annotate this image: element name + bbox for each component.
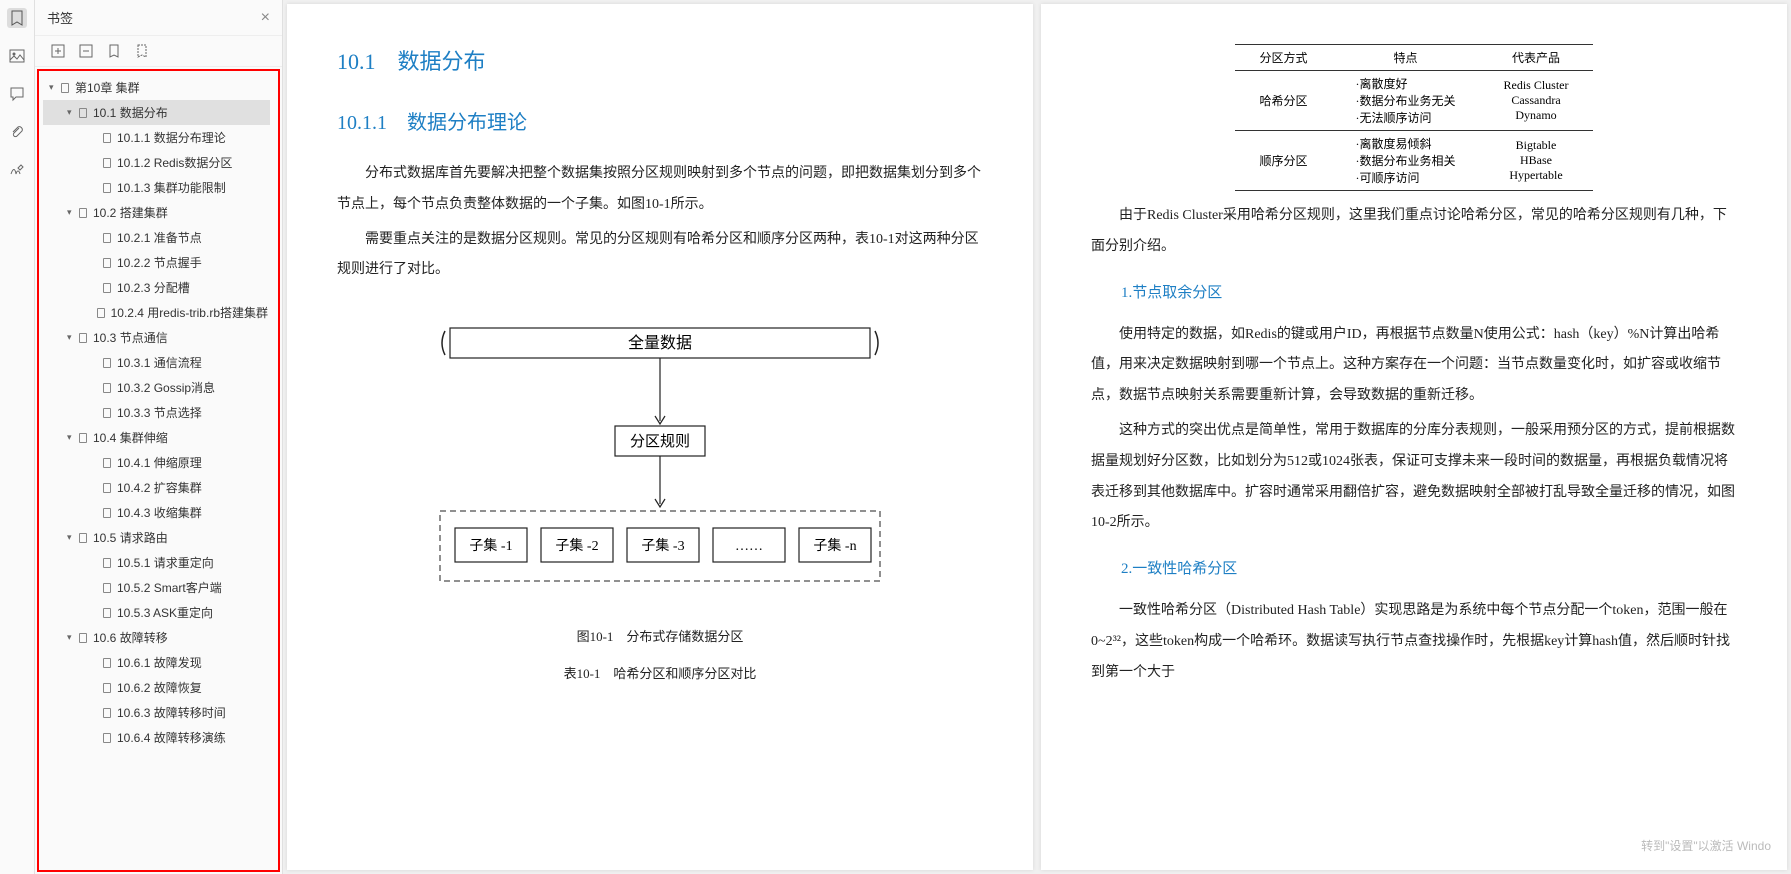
figure-caption: 图10-1 分布式存储数据分区 (337, 626, 983, 645)
svg-text:子集 -2: 子集 -2 (555, 537, 598, 554)
outline-item[interactable]: ▾10.2 搭建集群 (43, 200, 270, 225)
outline-item[interactable]: 10.4.2 扩容集群 (43, 475, 270, 500)
outline-item[interactable]: 10.2.3 分配槽 (43, 275, 270, 300)
outline-item[interactable]: 10.5.2 Smart客户端 (43, 575, 270, 600)
outline-item[interactable]: 10.5.3 ASK重定向 (43, 600, 270, 625)
sidebar-title: 书签 (47, 8, 261, 27)
svg-text:全量数据: 全量数据 (628, 334, 692, 352)
bookmark-icon[interactable] (7, 8, 27, 28)
sub-heading: 1.节点取余分区 (1121, 281, 1737, 302)
sub-heading: 2.一致性哈希分区 (1121, 557, 1737, 578)
outline-item[interactable]: ▾10.4 集群伸缩 (43, 425, 270, 450)
outline-item[interactable]: 10.6.1 故障发现 (43, 650, 270, 675)
outline-item[interactable]: 10.6.2 故障恢复 (43, 675, 270, 700)
bookmarks-sidebar: 书签 × ▾第10章 集群▾10.1 数据分布10.1.1 数据分布理论10.1… (35, 0, 283, 874)
outline-item[interactable]: 10.2.4 用redis-trib.rb搭建集群 (43, 300, 270, 325)
figure-10-1: 全量数据分区规则子集 -1 子集 -2 子集 -3 …… 子集 -n (337, 316, 983, 596)
watermark: 转到"设置"以激活 Windo (1641, 837, 1771, 854)
svg-text:子集 -1: 子集 -1 (469, 537, 512, 554)
paragraph: 分布式数据库首先要解决把整个数据集按照分区规则映射到多个节点的问题，即把数据集划… (337, 159, 983, 221)
outline-item[interactable]: 10.6.4 故障转移演练 (43, 725, 270, 750)
bookmark-add-icon[interactable] (107, 44, 121, 58)
outline-item[interactable]: ▾10.6 故障转移 (43, 625, 270, 650)
svg-text:子集 -3: 子集 -3 (641, 537, 684, 554)
outline-item[interactable]: 10.1.3 集群功能限制 (43, 175, 270, 200)
page-right: 分区方式特点代表产品哈希分区·离散度好·数据分布业务无关·无法顺序访问Redis… (1041, 4, 1787, 870)
left-toolbar (0, 0, 35, 874)
outline-item[interactable]: 10.4.3 收缩集群 (43, 500, 270, 525)
outline-item[interactable]: 10.3.1 通信流程 (43, 350, 270, 375)
signature-icon[interactable] (7, 160, 27, 180)
close-icon[interactable]: × (261, 9, 270, 27)
bookmark-outline-icon[interactable] (135, 44, 149, 58)
svg-text:分区规则: 分区规则 (630, 433, 690, 450)
paragraph: 由于Redis Cluster采用哈希分区规则，这里我们重点讨论哈希分区，常见的… (1091, 201, 1737, 263)
outline-item[interactable]: 10.1.2 Redis数据分区 (43, 150, 270, 175)
outline-item[interactable]: 10.3.3 节点选择 (43, 400, 270, 425)
outline-item[interactable]: ▾第10章 集群 (43, 75, 270, 100)
svg-text:……: …… (735, 539, 763, 554)
page-left: 10.1 数据分布 10.1.1 数据分布理论 分布式数据库首先要解决把整个数据… (287, 4, 1033, 870)
sidebar-header: 书签 × (35, 0, 282, 36)
sidebar-actions (35, 36, 282, 67)
outline-tree: ▾第10章 集群▾10.1 数据分布10.1.1 数据分布理论10.1.2 Re… (37, 69, 280, 872)
paragraph: 使用特定的数据，如Redis的键或用户ID，再根据节点数量N使用公式：hash（… (1091, 320, 1737, 412)
outline-item[interactable]: 10.1.1 数据分布理论 (43, 125, 270, 150)
subsection-heading: 10.1.1 数据分布理论 (337, 106, 983, 135)
outline-item[interactable]: 10.4.1 伸缩原理 (43, 450, 270, 475)
outline-item[interactable]: 10.3.2 Gossip消息 (43, 375, 270, 400)
outline-item[interactable]: 10.2.2 节点握手 (43, 250, 270, 275)
attachment-icon[interactable] (7, 122, 27, 142)
document-viewport[interactable]: 10.1 数据分布 10.1.1 数据分布理论 分布式数据库首先要解决把整个数据… (283, 0, 1791, 874)
image-icon[interactable] (7, 46, 27, 66)
collapse-icon[interactable] (79, 44, 93, 58)
outline-item[interactable]: ▾10.5 请求路由 (43, 525, 270, 550)
paragraph: 这种方式的突出优点是简单性，常用于数据库的分库分表规则，一般采用预分区的方式，提… (1091, 416, 1737, 539)
outline-item[interactable]: ▾10.3 节点通信 (43, 325, 270, 350)
outline-item[interactable]: 10.2.1 准备节点 (43, 225, 270, 250)
comment-icon[interactable] (7, 84, 27, 104)
outline-item[interactable]: 10.6.3 故障转移时间 (43, 700, 270, 725)
section-heading: 10.1 数据分布 (337, 44, 983, 76)
outline-item[interactable]: 10.5.1 请求重定向 (43, 550, 270, 575)
expand-icon[interactable] (51, 44, 65, 58)
app-root: 书签 × ▾第10章 集群▾10.1 数据分布10.1.1 数据分布理论10.1… (0, 0, 1791, 874)
table-caption: 表10-1 哈希分区和顺序分区对比 (337, 663, 983, 682)
outline-item[interactable]: ▾10.1 数据分布 (43, 100, 270, 125)
table-10-1: 分区方式特点代表产品哈希分区·离散度好·数据分布业务无关·无法顺序访问Redis… (1235, 44, 1592, 191)
svg-text:子集 -n: 子集 -n (813, 537, 856, 554)
paragraph: 需要重点关注的是数据分区规则。常见的分区规则有哈希分区和顺序分区两种，表10-1… (337, 225, 983, 287)
paragraph: 一致性哈希分区（Distributed Hash Table）实现思路是为系统中… (1091, 596, 1737, 688)
